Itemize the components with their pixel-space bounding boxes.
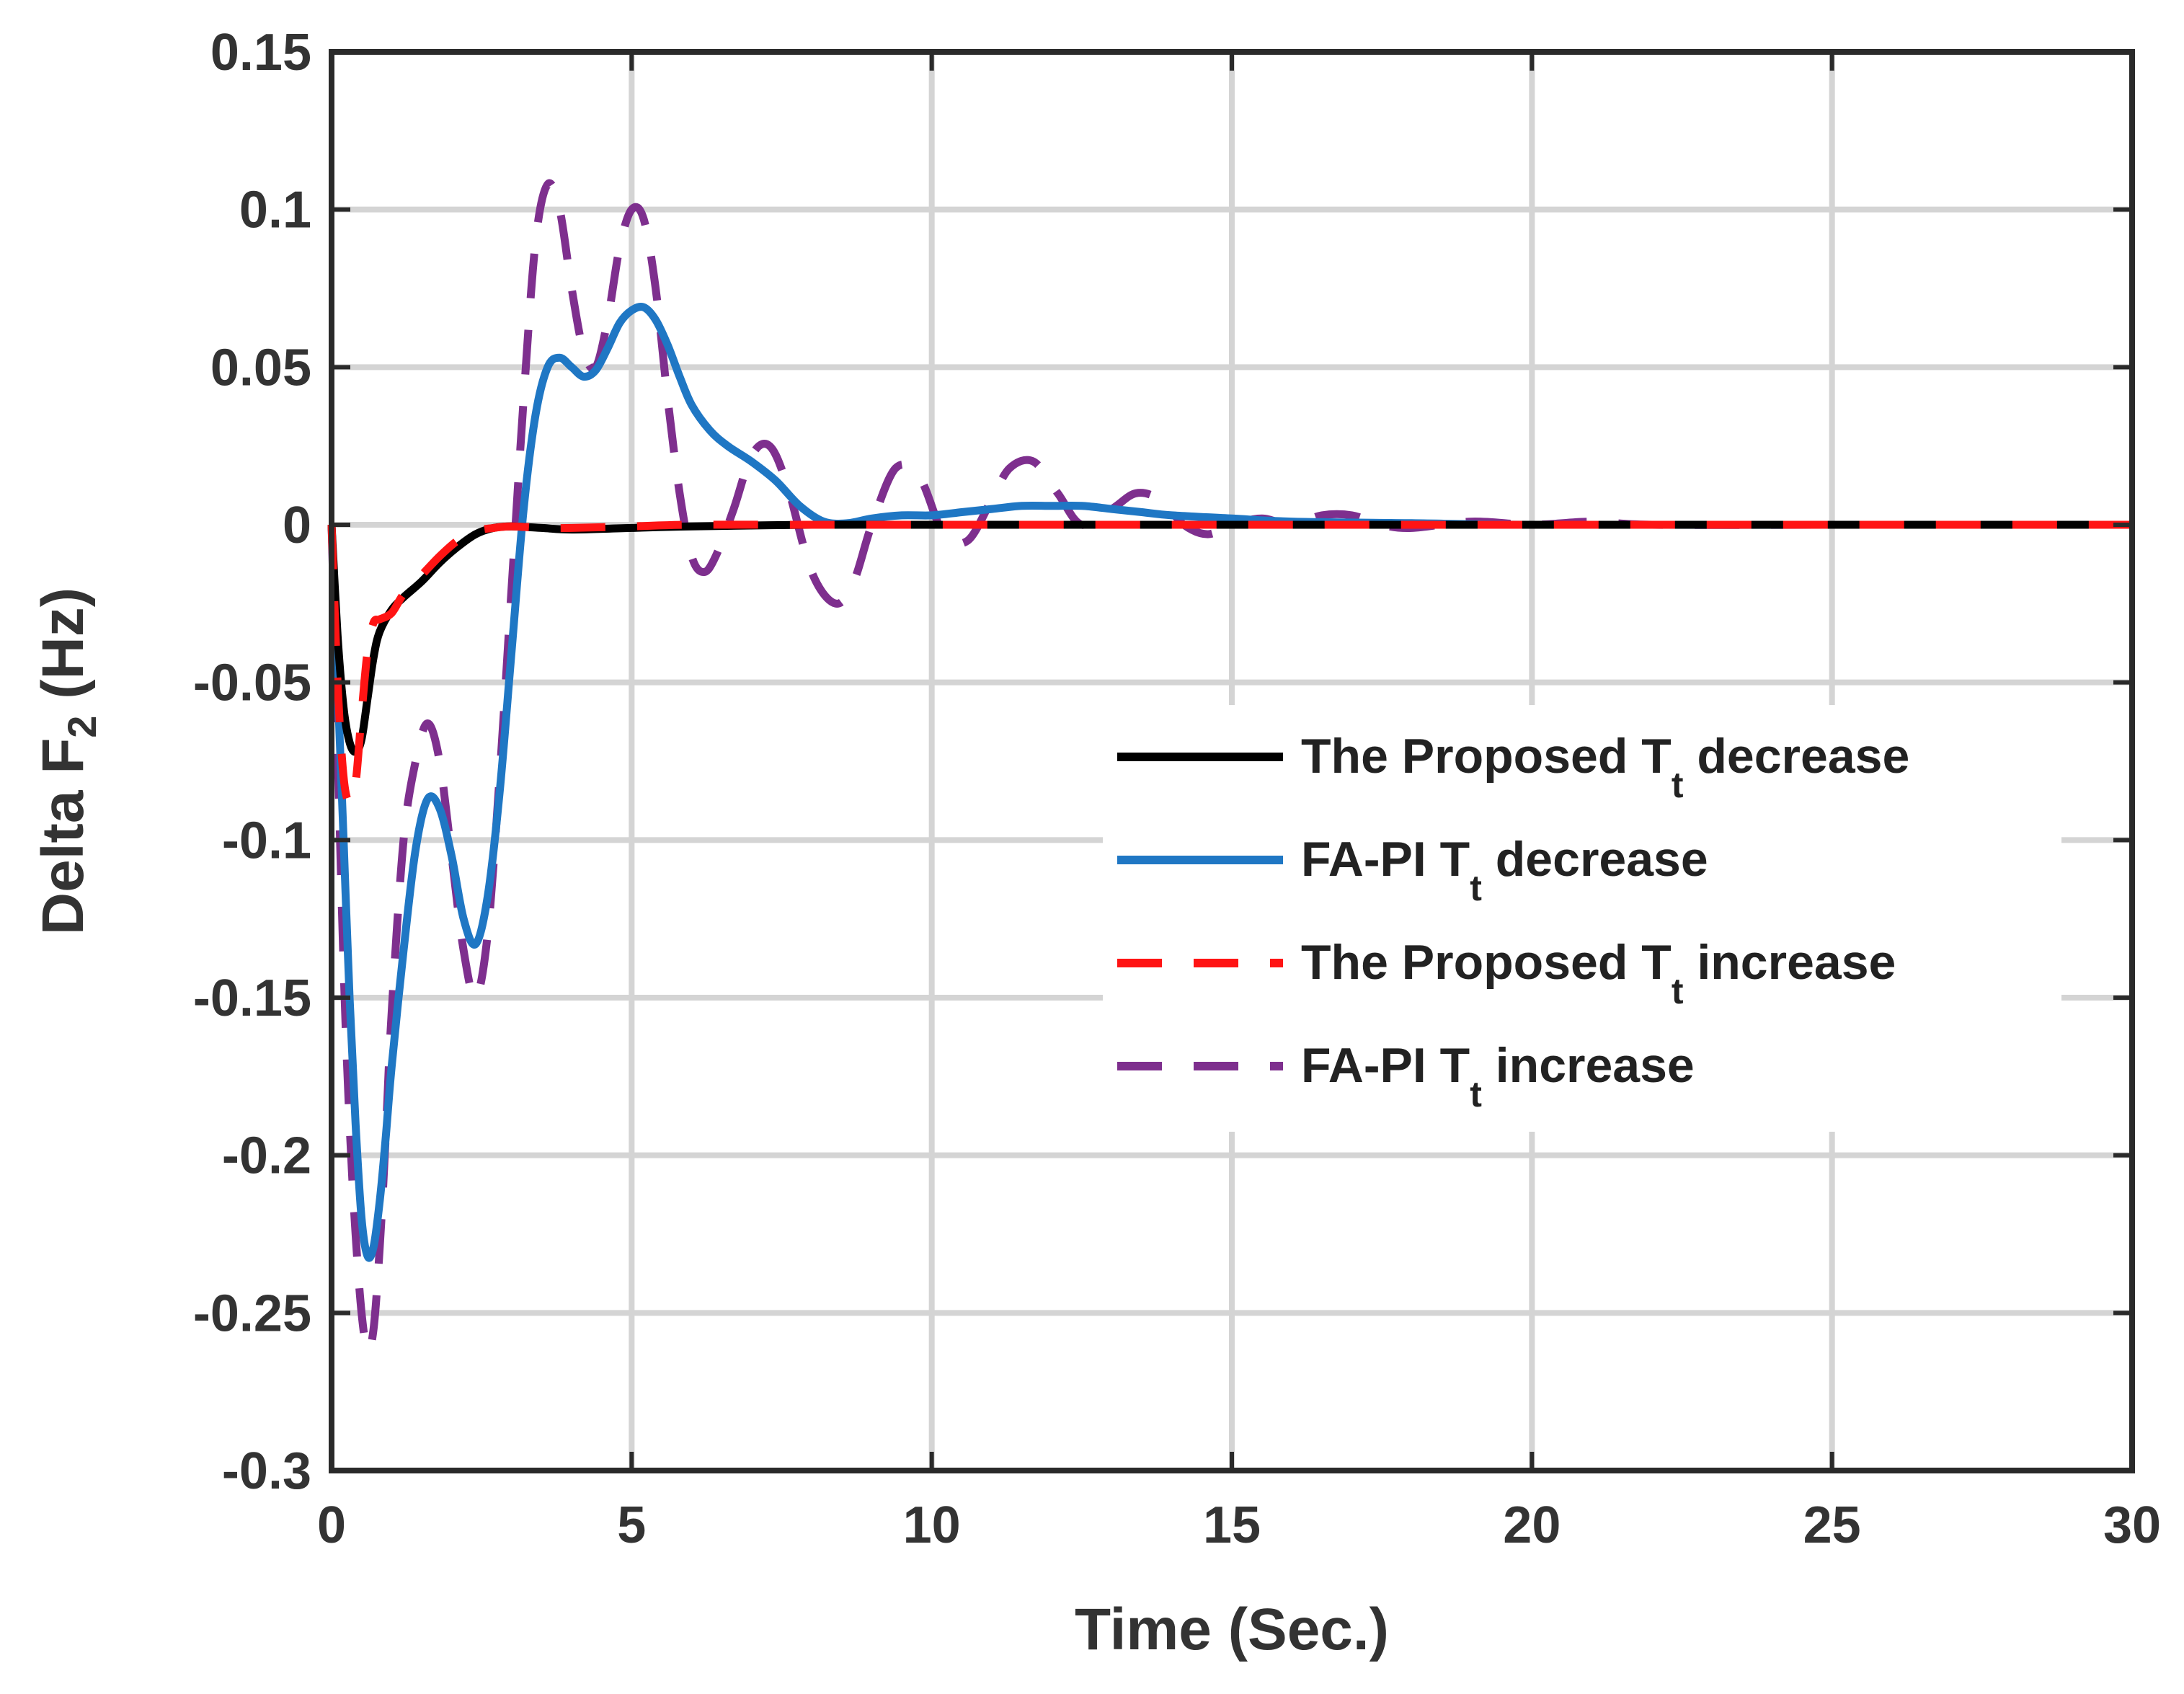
legend-label-tail: increase bbox=[1482, 1038, 1695, 1093]
y-tick-label: 0.05 bbox=[210, 339, 311, 396]
legend-label-subscript: t bbox=[1470, 868, 1482, 908]
legend-label-main: FA-PI T bbox=[1301, 832, 1470, 887]
legend-label-subscript: t bbox=[1470, 1074, 1482, 1114]
x-tick-label: 5 bbox=[617, 1496, 646, 1554]
legend-label-1: FA-PI Tt decrease bbox=[1301, 832, 1708, 908]
legend-label-main: The Proposed T bbox=[1301, 935, 1672, 990]
legend-box bbox=[1103, 705, 2061, 1132]
x-tick-label: 25 bbox=[1803, 1496, 1861, 1554]
y-tick-label: -0.15 bbox=[193, 970, 311, 1027]
series-line-3 bbox=[327, 179, 2133, 1356]
axis-ticks: 0 5 10 15 20 25 30 -0.3 -0.25 -0.2 -0.15 -0.1 -0.05 0… bbox=[193, 24, 2161, 1554]
series-line-2 bbox=[327, 520, 2133, 807]
legend-label-0: The Proposed Tt decrease bbox=[1301, 729, 1909, 805]
legend-label-3: FA-PI Tt increase bbox=[1301, 1038, 1695, 1114]
legend-label-main: FA-PI T bbox=[1301, 1038, 1470, 1093]
x-axis-title: Time (Sec.) bbox=[1075, 1597, 1389, 1662]
series-layer bbox=[327, 179, 2133, 1356]
series-line-1 bbox=[327, 303, 2133, 1262]
y-tick-label: -0.3 bbox=[222, 1442, 311, 1500]
legend-label-subscript: t bbox=[1672, 971, 1684, 1011]
legend-label-subscript: t bbox=[1672, 765, 1684, 805]
y-tick-label: -0.1 bbox=[222, 812, 311, 869]
y-axis-title-unit: (Hz) bbox=[30, 587, 96, 716]
x-tick-label: 30 bbox=[2103, 1496, 2161, 1554]
y-tick-label: -0.05 bbox=[193, 655, 311, 712]
y-axis-title: Delta F2 (Hz) bbox=[30, 587, 105, 935]
y-tick-label: -0.25 bbox=[193, 1285, 311, 1342]
x-tick-label: 10 bbox=[903, 1496, 961, 1554]
x-tick-label: 0 bbox=[317, 1496, 346, 1554]
y-axis-title-main: Delta F bbox=[30, 738, 96, 935]
y-axis-title-subscript: 2 bbox=[59, 716, 105, 738]
x-tick-label: 15 bbox=[1203, 1496, 1261, 1554]
legend-label-tail: decrease bbox=[1683, 729, 1909, 784]
legend-label-2: The Proposed Tt increase bbox=[1301, 935, 1896, 1011]
x-tick-label: 20 bbox=[1503, 1496, 1561, 1554]
y-tick-label: 0.1 bbox=[239, 182, 311, 239]
legend-label-tail: decrease bbox=[1482, 832, 1708, 887]
legend-label-main: The Proposed T bbox=[1301, 729, 1672, 784]
y-tick-label: 0.15 bbox=[210, 24, 311, 81]
y-tick-label: 0 bbox=[283, 497, 311, 554]
y-tick-label: -0.2 bbox=[222, 1127, 311, 1185]
legend-label-tail: increase bbox=[1683, 935, 1896, 990]
